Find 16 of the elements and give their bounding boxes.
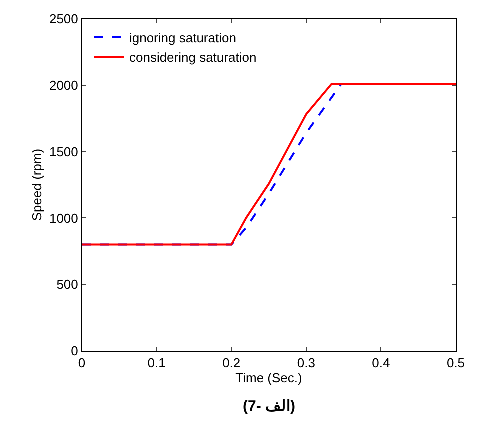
x-tick-label: 0.5: [446, 356, 466, 371]
y-tick-label: 500: [56, 277, 78, 292]
y-tick-label: 2000: [49, 78, 78, 93]
y-tick-label: 1000: [49, 210, 78, 226]
x-tick-label: 0.2: [222, 356, 241, 371]
y-tick-label: 0: [71, 344, 78, 359]
legend-label: ignoring saturation: [129, 30, 236, 46]
x-tick-label: 0.3: [297, 356, 316, 371]
y-tick-label: 1500: [49, 144, 78, 160]
x-tick-label: 0.4: [372, 356, 390, 371]
x-tick-label: 0.1: [148, 356, 166, 371]
y-tick-label: 2500: [49, 12, 78, 27]
legend-label: considering saturation: [129, 50, 257, 66]
y-axis-title: Speed (rpm): [29, 148, 44, 222]
text: (7- الف): [243, 398, 296, 415]
x-axis-title: Time (Sec.): [236, 370, 302, 386]
